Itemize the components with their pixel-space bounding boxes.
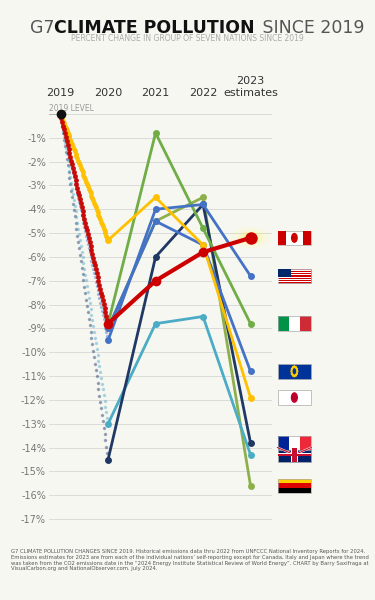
Text: SINCE 2019: SINCE 2019 — [257, 19, 364, 37]
Text: PERCENT CHANGE IN GROUP OF SEVEN NATIONS SINCE 2019: PERCENT CHANGE IN GROUP OF SEVEN NATIONS… — [71, 34, 304, 43]
Circle shape — [244, 235, 257, 241]
Text: 2019 LEVEL: 2019 LEVEL — [49, 104, 94, 113]
Text: G7: G7 — [30, 19, 60, 37]
Text: CLIMATE POLLUTION: CLIMATE POLLUTION — [54, 19, 255, 37]
Circle shape — [231, 229, 270, 247]
Circle shape — [238, 232, 262, 244]
Text: G7 CLIMATE POLLUTION CHANGES SINCE 2019. Historical emissions data thru 2022 fro: G7 CLIMATE POLLUTION CHANGES SINCE 2019.… — [11, 549, 369, 571]
